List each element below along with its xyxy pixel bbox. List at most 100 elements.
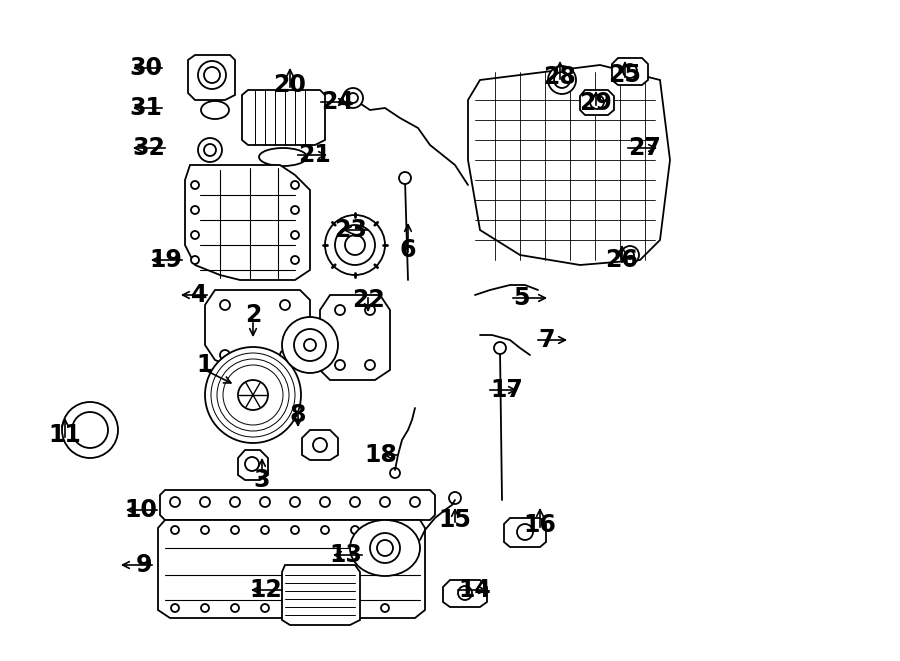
Circle shape xyxy=(294,329,326,361)
Circle shape xyxy=(261,526,269,534)
Text: 9: 9 xyxy=(136,553,152,577)
Circle shape xyxy=(348,93,358,103)
Circle shape xyxy=(204,67,220,83)
Text: 22: 22 xyxy=(352,288,384,312)
Text: 24: 24 xyxy=(321,90,354,114)
Text: 16: 16 xyxy=(524,513,556,537)
Text: 13: 13 xyxy=(329,543,362,567)
Circle shape xyxy=(290,497,300,507)
Text: 20: 20 xyxy=(274,73,306,97)
Circle shape xyxy=(335,305,345,315)
Text: 17: 17 xyxy=(490,378,523,402)
Ellipse shape xyxy=(201,101,229,119)
Text: 32: 32 xyxy=(132,136,165,160)
Circle shape xyxy=(198,61,226,89)
Circle shape xyxy=(171,526,179,534)
Circle shape xyxy=(291,604,299,612)
Circle shape xyxy=(198,138,222,162)
Circle shape xyxy=(201,604,209,612)
Circle shape xyxy=(291,256,299,264)
Circle shape xyxy=(399,172,411,184)
Circle shape xyxy=(335,360,345,370)
Text: 6: 6 xyxy=(400,238,416,262)
Text: 12: 12 xyxy=(249,578,282,602)
Ellipse shape xyxy=(259,148,307,166)
Circle shape xyxy=(621,246,639,264)
Circle shape xyxy=(291,206,299,214)
Circle shape xyxy=(200,497,210,507)
Circle shape xyxy=(191,256,199,264)
Polygon shape xyxy=(468,65,670,265)
Circle shape xyxy=(260,497,270,507)
Text: 28: 28 xyxy=(544,65,576,89)
Circle shape xyxy=(72,412,108,448)
Ellipse shape xyxy=(350,520,420,576)
Polygon shape xyxy=(504,518,546,547)
Polygon shape xyxy=(320,295,390,380)
Text: 30: 30 xyxy=(129,56,162,80)
Circle shape xyxy=(320,497,330,507)
Polygon shape xyxy=(160,490,435,520)
Text: 31: 31 xyxy=(129,96,162,120)
Circle shape xyxy=(381,604,389,612)
Circle shape xyxy=(62,402,118,458)
Text: 26: 26 xyxy=(606,248,638,272)
Polygon shape xyxy=(302,430,338,460)
Circle shape xyxy=(351,604,359,612)
Circle shape xyxy=(245,457,259,471)
Circle shape xyxy=(291,231,299,239)
Text: 10: 10 xyxy=(124,498,157,522)
Circle shape xyxy=(170,497,180,507)
Circle shape xyxy=(220,300,230,310)
Circle shape xyxy=(554,72,570,88)
Text: 25: 25 xyxy=(608,63,642,87)
Circle shape xyxy=(231,604,239,612)
Polygon shape xyxy=(158,520,425,618)
Circle shape xyxy=(517,524,533,540)
Circle shape xyxy=(365,305,375,315)
Text: 29: 29 xyxy=(580,91,612,115)
Circle shape xyxy=(626,251,634,259)
Text: 4: 4 xyxy=(191,283,207,307)
Text: 27: 27 xyxy=(628,136,661,160)
Polygon shape xyxy=(612,58,648,85)
Circle shape xyxy=(171,604,179,612)
Circle shape xyxy=(381,526,389,534)
Circle shape xyxy=(191,231,199,239)
Circle shape xyxy=(623,64,637,78)
Circle shape xyxy=(261,604,269,612)
Circle shape xyxy=(291,181,299,189)
Text: 18: 18 xyxy=(364,443,397,467)
Circle shape xyxy=(304,339,316,351)
Text: 19: 19 xyxy=(149,248,182,272)
Circle shape xyxy=(313,438,327,452)
Circle shape xyxy=(205,347,301,443)
Circle shape xyxy=(345,235,365,255)
Polygon shape xyxy=(282,565,360,625)
Polygon shape xyxy=(205,290,310,370)
Circle shape xyxy=(350,497,360,507)
Circle shape xyxy=(548,66,576,94)
Circle shape xyxy=(351,526,359,534)
Text: 21: 21 xyxy=(298,143,331,167)
Circle shape xyxy=(321,526,329,534)
Circle shape xyxy=(191,181,199,189)
Circle shape xyxy=(231,526,239,534)
Circle shape xyxy=(204,144,216,156)
Circle shape xyxy=(280,350,290,360)
Circle shape xyxy=(458,586,472,600)
Circle shape xyxy=(230,497,240,507)
Polygon shape xyxy=(238,450,268,480)
Circle shape xyxy=(370,533,400,563)
Text: 1: 1 xyxy=(197,353,213,377)
Text: 7: 7 xyxy=(538,328,554,352)
Polygon shape xyxy=(580,90,614,115)
Text: 8: 8 xyxy=(290,403,306,427)
Circle shape xyxy=(280,300,290,310)
Text: 23: 23 xyxy=(334,218,367,242)
Text: 11: 11 xyxy=(49,423,81,447)
Circle shape xyxy=(335,225,375,265)
Circle shape xyxy=(410,497,420,507)
Polygon shape xyxy=(185,165,310,280)
Circle shape xyxy=(238,380,268,410)
